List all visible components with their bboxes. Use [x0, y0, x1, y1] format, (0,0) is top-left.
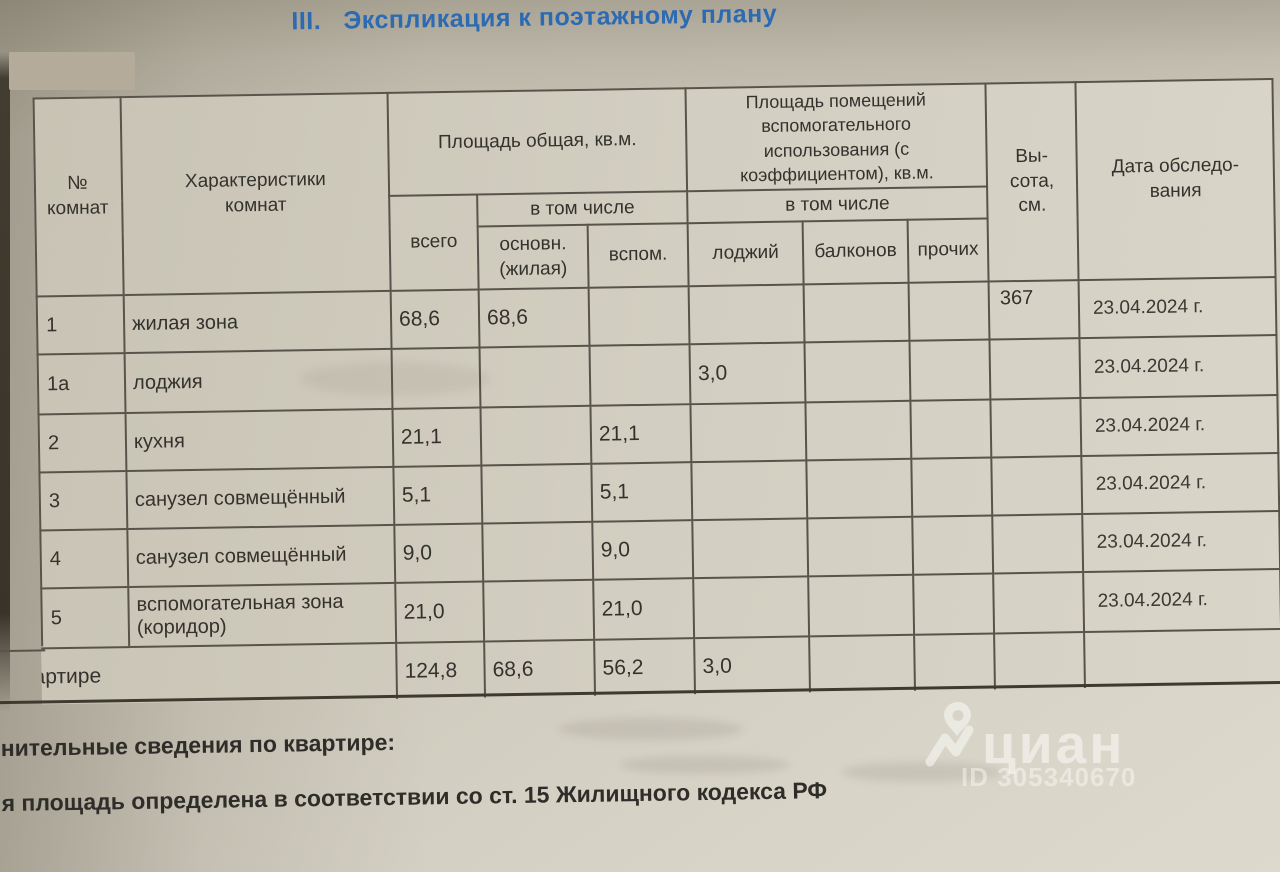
height-cell	[989, 338, 1081, 400]
total-area-cell: 68,6	[390, 289, 480, 350]
balcony-area-cell	[807, 516, 914, 577]
room-number-cell: 3	[38, 471, 128, 531]
other-area-cell	[908, 281, 990, 341]
header-others: прочих	[907, 218, 989, 283]
header-room-number: № комнат	[32, 97, 124, 297]
date-cell: 23.04.2024 г.	[1079, 335, 1278, 399]
cian-listing-id: ID 305340670	[961, 762, 1137, 792]
date-cell: 23.04.2024 г.	[1083, 569, 1280, 633]
header-including-1: в том числе	[477, 191, 688, 227]
loggia-area-cell	[693, 576, 810, 639]
total-area-cell: 5,1	[393, 465, 483, 526]
room-name-cell: жилая зона	[123, 291, 392, 354]
header-survey-date: Дата обследо- вания	[1075, 79, 1276, 281]
total-row-top-line	[0, 649, 46, 654]
balcony-area-cell	[809, 634, 915, 693]
room-number-cell: 5	[40, 587, 130, 649]
main-area-cell: 68,6	[484, 639, 596, 698]
main-area-cell	[481, 463, 593, 524]
bleedthrough-smudge	[620, 756, 790, 774]
header-total: всего	[389, 194, 479, 292]
total-area-cell: 124,8	[396, 641, 486, 700]
other-area-cell	[909, 339, 991, 401]
main-area-cell	[483, 579, 595, 642]
header-balconies: балконов	[802, 219, 909, 285]
balcony-area-cell	[805, 400, 912, 461]
other-area-cell	[910, 399, 992, 459]
bleedthrough-smudge	[558, 718, 743, 740]
other-area-cell	[914, 633, 995, 691]
height-cell	[992, 514, 1084, 574]
cian-pin-icon	[925, 702, 974, 767]
balcony-area-cell	[803, 282, 910, 343]
footer-note-area-definition: я площадь определена в соответствии со с…	[1, 777, 828, 817]
other-area-cell	[913, 573, 995, 635]
date-cell: 23.04.2024 г.	[1080, 395, 1279, 457]
balcony-area-cell	[804, 340, 911, 403]
height-cell	[990, 398, 1082, 458]
loggia-area-cell	[690, 402, 807, 463]
main-area-cell	[479, 345, 591, 408]
page-title: III. Экспликация к поэтажному плану	[291, 0, 778, 36]
height-cell: 367	[988, 280, 1080, 340]
total-area-cell: 21,1	[392, 407, 482, 468]
cian-watermark: циан ID 305340670	[925, 698, 1155, 798]
aux-area-cell	[588, 286, 690, 346]
room-number-cell: 2	[37, 413, 127, 473]
header-height: Вы- сота, см.	[985, 82, 1079, 282]
room-number-cell: 4	[39, 529, 129, 589]
photo-left-edge	[0, 52, 10, 712]
aux-area-cell	[589, 344, 691, 406]
loggia-area-cell	[692, 518, 809, 579]
main-area-cell	[482, 521, 594, 582]
explication-table: № комнат Характеристики комнат Площадь о…	[32, 78, 1280, 705]
header-auxiliary: вспом.	[587, 223, 689, 288]
room-name-cell: санузел совмещённый	[126, 467, 395, 530]
total-area-cell: 21,0	[395, 581, 485, 644]
balcony-area-cell	[806, 458, 913, 519]
room-number-cell: 1	[35, 295, 125, 355]
cian-brand-text: циан	[982, 713, 1126, 775]
header-aux-area-group: Площадь помещений вспомогательного испол…	[685, 83, 988, 192]
balcony-area-cell	[808, 574, 915, 637]
header-loggias: лоджий	[687, 221, 804, 287]
date-cell: 23.04.2024 г.	[1082, 511, 1280, 573]
other-area-cell	[911, 457, 993, 517]
loggia-area-cell: 3,0	[689, 342, 806, 405]
aux-area-cell: 9,0	[592, 520, 694, 580]
height-cell	[993, 572, 1085, 634]
loggia-area-cell	[691, 460, 808, 521]
date-cell	[1084, 629, 1280, 689]
header-total-area-group: Площадь общая, кв.м.	[387, 88, 688, 197]
room-name-cell: санузел совмещённый	[127, 525, 396, 588]
footer-note-additional-info: нительные сведения по квартире:	[0, 728, 396, 762]
other-area-cell	[912, 515, 994, 575]
date-cell: 23.04.2024 г.	[1078, 277, 1277, 339]
bleedthrough-smudge	[842, 762, 1002, 782]
loggia-area-cell: 3,0	[694, 636, 811, 695]
date-cell: 23.04.2024 г.	[1081, 453, 1280, 515]
total-label: вартире	[41, 664, 102, 689]
room-name-cell: кухня	[125, 409, 394, 472]
aux-area-cell: 21,1	[590, 404, 692, 464]
photo-glare-patch	[9, 52, 135, 90]
aux-area-cell: 5,1	[591, 462, 693, 522]
room-number-cell: 1а	[36, 353, 126, 415]
aux-area-cell: 21,0	[593, 578, 695, 640]
main-area-cell	[480, 405, 592, 466]
height-cell	[994, 632, 1085, 690]
height-cell	[991, 456, 1083, 516]
aux-area-cell: 56,2	[594, 638, 696, 696]
loggia-area-cell	[688, 284, 805, 345]
total-area-cell: 9,0	[394, 523, 484, 584]
header-including-2: в том числе	[687, 186, 988, 224]
header-main-living: основн. (жилая)	[477, 224, 589, 290]
main-area-cell: 68,6	[478, 287, 590, 348]
room-name-cell: вспомогательная зона (коридор)	[128, 583, 397, 648]
header-characteristics: Характеристики комнат	[120, 92, 391, 296]
photo-shadow	[300, 362, 490, 396]
